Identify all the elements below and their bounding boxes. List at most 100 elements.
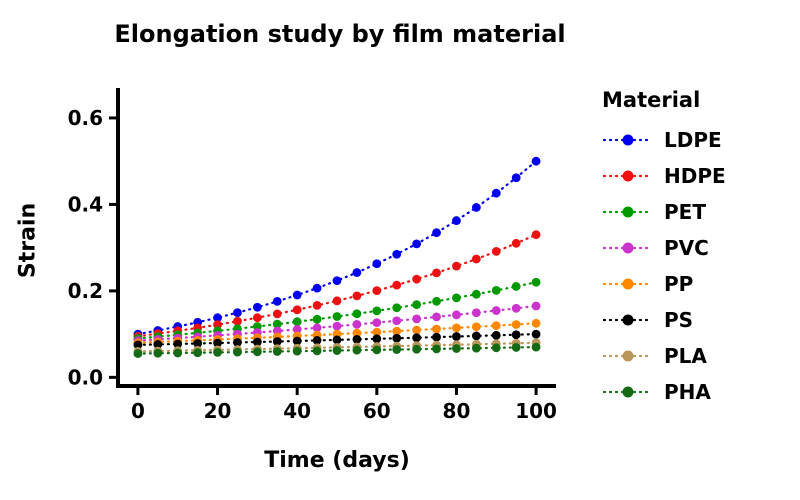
series-marker-PP bbox=[432, 324, 441, 334]
series-marker-LDPE bbox=[511, 173, 521, 183]
x-tick-label: 40 bbox=[283, 399, 311, 423]
series-marker-PP bbox=[531, 318, 541, 328]
x-tick-label: 20 bbox=[204, 399, 232, 423]
series-marker-PS bbox=[352, 334, 362, 344]
series-marker-PET bbox=[272, 319, 282, 329]
series-marker-PP bbox=[452, 323, 461, 333]
series-marker-PHA bbox=[471, 343, 481, 353]
series-marker-LDPE bbox=[471, 203, 481, 212]
series-marker-PET bbox=[511, 282, 521, 291]
series-marker-PS bbox=[233, 338, 242, 347]
series-marker-PS bbox=[173, 339, 183, 349]
legend-swatch-PHA bbox=[602, 386, 654, 398]
series-marker-HDPE bbox=[312, 301, 322, 310]
y-tick-label: 0.0 bbox=[68, 365, 103, 389]
series-marker-PS bbox=[412, 333, 422, 343]
series-marker-PS bbox=[153, 340, 163, 349]
series-marker-PVC bbox=[452, 310, 461, 320]
legend-item-PP: PP bbox=[602, 266, 798, 302]
legend-items: LDPE HDPE PET PVC PP PS PLA PHA bbox=[602, 122, 798, 410]
series-marker-PET bbox=[392, 303, 402, 313]
series-marker-PVC bbox=[372, 318, 382, 328]
x-tick-label: 0 bbox=[131, 399, 145, 423]
series-marker-HDPE bbox=[452, 261, 461, 271]
series-marker-PVC bbox=[332, 321, 342, 331]
series-marker-HDPE bbox=[531, 230, 541, 240]
series-marker-PHA bbox=[133, 349, 143, 358]
series-marker-PET bbox=[432, 296, 441, 306]
series-marker-PHA bbox=[332, 346, 342, 355]
series-marker-PET bbox=[252, 322, 262, 331]
series-marker-HDPE bbox=[233, 316, 242, 326]
series-marker-LDPE bbox=[332, 276, 342, 286]
series-marker-PET bbox=[452, 293, 461, 303]
series-marker-LDPE bbox=[412, 239, 422, 249]
series-marker-PS bbox=[292, 336, 302, 346]
series-marker-PP bbox=[491, 321, 501, 331]
legend-swatch-HDPE bbox=[602, 170, 654, 182]
series-marker-PVC bbox=[432, 312, 441, 322]
series-marker-PVC bbox=[412, 314, 422, 324]
legend-item-PS: PS bbox=[602, 302, 798, 338]
series-marker-PS bbox=[531, 329, 541, 339]
series-line-HDPE bbox=[136, 233, 538, 338]
legend-item-PET: PET bbox=[602, 194, 798, 230]
series-marker-HDPE bbox=[272, 309, 282, 319]
series-marker-LDPE bbox=[491, 188, 501, 198]
legend-label-PP: PP bbox=[664, 272, 694, 296]
x-axis-label: Time (days) bbox=[264, 448, 410, 473]
series-marker-PVC bbox=[471, 308, 481, 318]
series-marker-PS bbox=[312, 336, 322, 345]
series-marker-PS bbox=[133, 340, 143, 350]
series-marker-PHA bbox=[452, 344, 461, 353]
series-marker-HDPE bbox=[332, 296, 342, 306]
series-marker-PHA bbox=[312, 346, 322, 356]
series-marker-PS bbox=[392, 333, 402, 343]
y-tick-label: 0.2 bbox=[68, 279, 103, 303]
legend-title: Material bbox=[602, 88, 701, 112]
series-marker-PVC bbox=[292, 325, 302, 334]
series-marker-HDPE bbox=[252, 313, 262, 323]
series-marker-HDPE bbox=[471, 254, 481, 264]
series-marker-PS bbox=[332, 335, 342, 345]
legend-label-PLA: PLA bbox=[664, 344, 707, 368]
series-marker-LDPE bbox=[252, 302, 262, 312]
series-marker-PP bbox=[511, 320, 521, 329]
series-marker-HDPE bbox=[511, 238, 521, 248]
series-marker-LDPE bbox=[312, 283, 322, 293]
series-marker-PET bbox=[332, 312, 342, 321]
legend-label-PET: PET bbox=[664, 200, 706, 224]
series-marker-PHA bbox=[432, 344, 441, 354]
series-marker-PVC bbox=[312, 323, 322, 333]
series-marker-PP bbox=[392, 326, 402, 336]
legend-swatch-PS bbox=[602, 314, 654, 326]
x-tick-label: 100 bbox=[515, 399, 557, 423]
series-marker-LDPE bbox=[392, 249, 402, 259]
series-marker-HDPE bbox=[213, 320, 222, 330]
series-marker-PET bbox=[471, 289, 481, 299]
legend-label-LDPE: LDPE bbox=[664, 128, 722, 152]
legend-item-PHA: PHA bbox=[602, 374, 798, 410]
legend-item-HDPE: HDPE bbox=[602, 158, 798, 194]
series-marker-PHA bbox=[392, 345, 402, 354]
series-marker-PS bbox=[471, 331, 481, 341]
series-marker-PHA bbox=[352, 345, 362, 355]
series-marker-PHA bbox=[511, 343, 521, 352]
x-tick-label: 60 bbox=[363, 399, 391, 423]
series-marker-PVC bbox=[531, 301, 541, 311]
series-marker-PET bbox=[312, 314, 322, 324]
series-marker-PHA bbox=[233, 347, 242, 357]
series-marker-HDPE bbox=[392, 280, 402, 290]
legend-swatch-PP bbox=[602, 278, 654, 290]
series-marker-LDPE bbox=[531, 156, 541, 166]
series-marker-LDPE bbox=[272, 296, 282, 306]
series-marker-PS bbox=[432, 332, 441, 342]
legend-label-HDPE: HDPE bbox=[664, 164, 726, 188]
series-marker-PET bbox=[352, 309, 362, 319]
series-marker-PVC bbox=[392, 316, 402, 326]
legend-swatch-PET bbox=[602, 206, 654, 218]
legend-item-LDPE: LDPE bbox=[602, 122, 798, 158]
series-line-PET bbox=[136, 281, 538, 340]
